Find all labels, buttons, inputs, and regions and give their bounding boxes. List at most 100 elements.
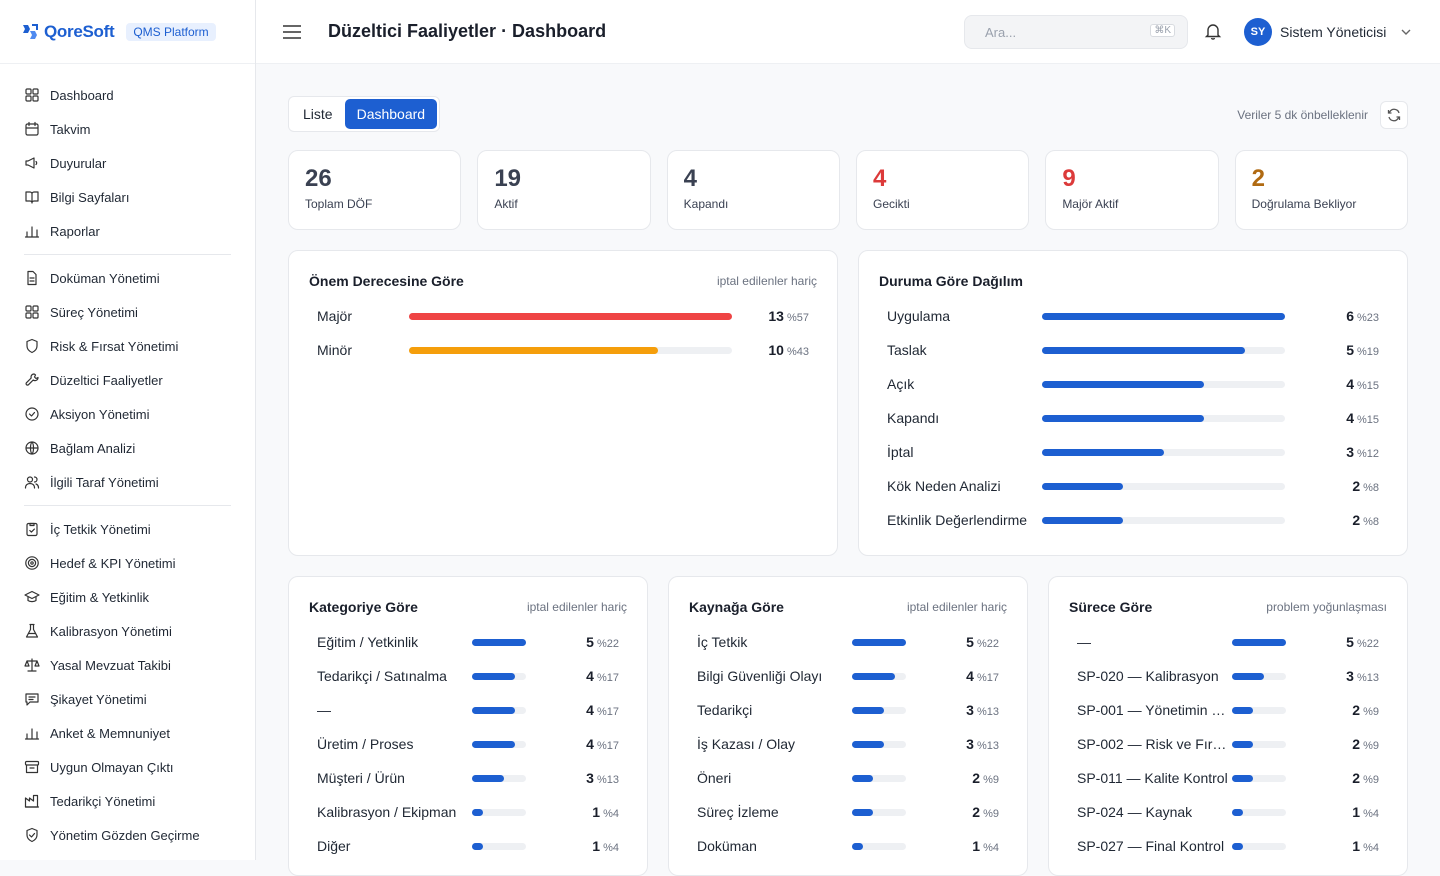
kpi-label: Gecikti: [873, 197, 1012, 211]
menu-toggle-button[interactable]: [282, 22, 302, 42]
bar-fill: [1042, 415, 1204, 422]
sidebar-item-s-re-y-netimi[interactable]: Süreç Yönetimi: [0, 295, 255, 329]
sidebar-item-bilgi-sayfalar[interactable]: Bilgi Sayfaları: [0, 180, 255, 214]
bar-percent: %23: [1357, 312, 1379, 324]
user-name: Sistem Yöneticisi: [1280, 24, 1386, 40]
logo[interactable]: QoreSoft: [20, 22, 114, 42]
bar-percent: %17: [597, 706, 619, 718]
bar-count: 4: [1346, 376, 1354, 392]
bar-fill: [409, 347, 658, 354]
bar-track: [1232, 639, 1286, 646]
sidebar-item-yasal-mevzuat-takibi[interactable]: Yasal Mevzuat Takibi: [0, 648, 255, 682]
bar-percent: %9: [1363, 706, 1379, 718]
globe-icon: [24, 440, 40, 456]
sidebar-item-ikayet-y-netimi[interactable]: Şikayet Yönetimi: [0, 682, 255, 716]
sidebar-item-dashboard[interactable]: Dashboard: [0, 78, 255, 112]
bar-track: [852, 741, 906, 748]
bar-chart-icon: [24, 223, 40, 239]
bar-fill: [852, 843, 863, 850]
card-title: Duruma Göre Dağılım: [879, 273, 1023, 289]
card-subtitle: iptal edilenler hariç: [717, 274, 817, 288]
bar-count: 2: [1352, 770, 1360, 786]
bar-track: [1232, 809, 1286, 816]
bar-fill: [1232, 639, 1286, 646]
bar-track: [852, 843, 906, 850]
card-subtitle: iptal edilenler hariç: [527, 600, 627, 614]
search-input[interactable]: [985, 25, 1135, 40]
sidebar-item-anket-memnuniyet[interactable]: Anket & Memnuniyet: [0, 716, 255, 750]
sidebar-item-uygun-olmayan-kt[interactable]: Uygun Olmayan Çıktı: [0, 750, 255, 784]
bar-fill: [852, 809, 873, 816]
card-subtitle: iptal edilenler hariç: [907, 600, 1007, 614]
grid-icon: [24, 87, 40, 103]
sidebar-item-label: Şikayet Yönetimi: [50, 692, 147, 707]
sidebar-item-kalibrasyon-y-netimi[interactable]: Kalibrasyon Yönetimi: [0, 614, 255, 648]
sidebar-item-dok-man-y-netimi[interactable]: Doküman Yönetimi: [0, 261, 255, 295]
bar-count: 5: [966, 634, 974, 650]
bar-fill: [852, 707, 884, 714]
search-box[interactable]: ⌘K: [964, 15, 1188, 49]
bar-percent: %17: [597, 740, 619, 752]
target-icon: [24, 555, 40, 571]
logo-text: QoreSoft: [44, 22, 114, 42]
sidebar-item-label: Duyurular: [50, 156, 106, 171]
bar-percent: %4: [603, 842, 619, 854]
sidebar-divider: [24, 254, 231, 255]
sidebar-item-tedarik-i-y-netimi[interactable]: Tedarikçi Yönetimi: [0, 784, 255, 818]
sidebar-item-i-lgili-taraf-y-netimi[interactable]: İlgili Taraf Yönetimi: [0, 465, 255, 499]
sidebar-item-takvim[interactable]: Takvim: [0, 112, 255, 146]
logo-icon: [20, 22, 40, 42]
sidebar-item-hedef-kpi-y-netimi[interactable]: Hedef & KPI Yönetimi: [0, 546, 255, 580]
bar-count: 3: [586, 770, 594, 786]
bar-percent: %8: [1363, 516, 1379, 528]
graduation-cap-icon: [24, 589, 40, 605]
sidebar-item-i-tetkik-y-netimi[interactable]: İç Tetkik Yönetimi: [0, 512, 255, 546]
user-menu[interactable]: SY Sistem Yöneticisi: [1244, 18, 1412, 46]
bar-track: [1042, 517, 1285, 524]
bar-percent: %43: [787, 346, 809, 358]
bar-count: 1: [1352, 804, 1360, 820]
bar-fill: [1232, 741, 1253, 748]
bar-row: —4%17: [317, 693, 619, 727]
sidebar-item-label: Risk & Fırsat Yönetimi: [50, 339, 178, 354]
sidebar-item-ba-lam-analizi[interactable]: Bağlam Analizi: [0, 431, 255, 465]
bar-count: 4: [1346, 410, 1354, 426]
sidebar-item-e-itim-yetkinlik[interactable]: Eğitim & Yetkinlik: [0, 580, 255, 614]
sidebar-item-d-zeltici-faaliyetler[interactable]: Düzeltici Faaliyetler: [0, 363, 255, 397]
bar-count: 4: [586, 702, 594, 718]
bar-fill: [852, 639, 906, 646]
bar-label: Öneri: [697, 770, 852, 786]
sidebar-item-label: Kalibrasyon Yönetimi: [50, 624, 172, 639]
hamburger-icon: [283, 25, 301, 39]
bar-count: 2: [972, 770, 980, 786]
bar-label: Müşteri / Ürün: [317, 770, 472, 786]
sidebar-item-duyurular[interactable]: Duyurular: [0, 146, 255, 180]
sidebar-item-raporlar[interactable]: Raporlar: [0, 214, 255, 248]
bar-fill: [1042, 517, 1123, 524]
tab-list[interactable]: Liste: [291, 99, 345, 129]
bar-track: [472, 775, 526, 782]
sidebar-item-risk-f-rsat-y-netimi[interactable]: Risk & Fırsat Yönetimi: [0, 329, 255, 363]
notifications-button[interactable]: [1204, 22, 1224, 42]
card-title: Kaynağa Göre: [689, 599, 784, 615]
sidebar-item-y-netim-g-zden-ge-irme[interactable]: Yönetim Gözden Geçirme: [0, 818, 255, 852]
tab-dashboard[interactable]: Dashboard: [345, 99, 438, 129]
sidebar-item-aksiyon-y-netimi[interactable]: Aksiyon Yönetimi: [0, 397, 255, 431]
main-content: Liste Dashboard Veriler 5 dk önbelleklen…: [256, 64, 1440, 860]
refresh-button[interactable]: [1380, 101, 1408, 129]
bar-percent: %15: [1357, 414, 1379, 426]
bar-count: 4: [586, 736, 594, 752]
